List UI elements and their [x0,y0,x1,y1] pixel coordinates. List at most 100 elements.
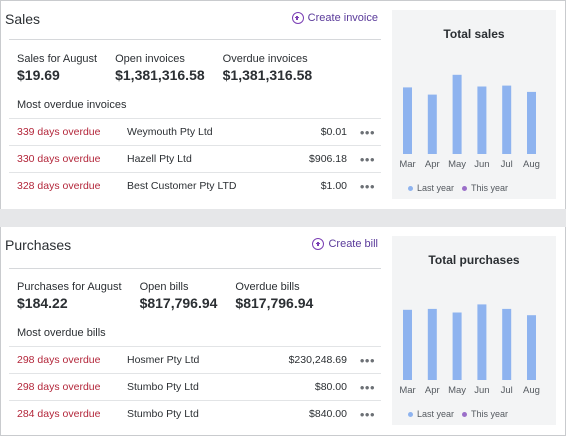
stat-label: Open bills [139,281,189,293]
table-row[interactable]: 284 days overdue Stumbo Pty Ltd $840.00 … [9,400,381,427]
total-sales-chart: Total sales Mar Apr May Jun Jul Aug Last year… [392,10,556,199]
purchases-title: Purchases [5,237,72,253]
bar-mar[interactable] [403,87,412,154]
most-overdue-bills-heading: Most overdue bills [17,327,106,339]
stat-value: $1,381,316.58 [222,67,313,83]
divider [9,39,381,40]
bar-aug[interactable] [527,91,536,154]
plus-circle-icon [312,238,325,250]
plus-circle-icon [291,12,304,24]
x-tick-label: May [448,385,466,396]
create-invoice-label: Create invoice [307,12,378,24]
contact-name[interactable]: Hazell Pty Ltd [127,153,192,165]
sales-stats: Sales for August $19.69 Open invoices $1… [17,53,330,83]
create-bill-label: Create bill [328,238,378,250]
more-options-icon[interactable]: ••• [359,352,375,368]
amount: $840.00 [309,408,347,420]
stat-open-bills[interactable]: Open bills $817,796.94 [140,281,218,311]
bar-may[interactable] [452,312,462,381]
bar-jun[interactable] [477,304,487,380]
more-options-icon[interactable]: ••• [359,406,375,422]
bar-apr[interactable] [427,308,437,380]
amount: $0.01 [320,126,347,138]
total-purchases-chart: Total purchases Mar Apr May Jun Jul Aug Last … [392,236,556,425]
more-options-icon[interactable]: ••• [359,124,375,140]
purchases-card: Purchases Create bill Purchases for Augu… [0,227,566,436]
stat-value: $817,796.94 [139,295,218,311]
legend-label: This year [471,183,509,193]
last-year-dot-icon [408,411,413,417]
contact-name[interactable]: Hosmer Pty Ltd [127,354,200,366]
create-invoice-button[interactable]: Create invoice [291,12,378,24]
stat-overdue-bills[interactable]: Overdue bills $817,796.94 [235,281,313,311]
this-year-dot-icon [462,411,468,417]
contact-name[interactable]: Stumbo Pty Ltd [127,381,199,393]
amount: $80.00 [314,381,347,393]
bar-jul[interactable] [502,308,512,380]
bar-jul[interactable] [502,85,512,154]
x-tick-label: Apr [425,385,440,396]
x-tick-label: Jun [474,385,489,396]
last-year-dot-icon [408,185,413,191]
bar-may[interactable] [452,74,462,154]
contact-name[interactable]: Stumbo Pty Ltd [127,408,199,420]
contact-name[interactable]: Best Customer Pty LTD [127,180,237,192]
this-year-dot-icon [462,185,468,191]
contact-name[interactable]: Weymouth Pty Ltd [127,126,213,138]
legend-item-last-year[interactable]: Last year [408,409,454,419]
x-tick-label: Apr [425,159,440,170]
amount: $230,248.69 [288,354,347,366]
stat-overdue-invoices[interactable]: Overdue invoices $1,381,316.58 [223,53,313,83]
bar-apr[interactable] [427,94,437,154]
x-tick-label: Aug [523,385,540,396]
overdue-days: 284 days overdue [17,408,101,420]
table-row[interactable]: 339 days overdue Weymouth Pty Ltd $0.01 … [9,118,381,145]
stat-label: Overdue invoices [222,53,308,65]
chart-legend: Last year This year [408,183,508,193]
create-bill-button[interactable]: Create bill [312,238,378,250]
stat-value: $817,796.94 [235,295,314,311]
x-tick-label: Jul [501,385,513,396]
purchases-stats: Purchases for August $184.22 Open bills … [17,281,331,311]
overdue-days: 339 days overdue [17,126,101,138]
bar-mar[interactable] [403,309,412,380]
legend-item-this-year[interactable]: This year [462,409,508,419]
table-row[interactable]: 330 days overdue Hazell Pty Ltd $906.18 … [9,145,381,172]
overdue-days: 330 days overdue [17,153,101,165]
amount: $906.18 [309,153,347,165]
stat-label: Purchases for August [17,281,122,293]
legend-item-last-year[interactable]: Last year [408,183,454,193]
stat-value: $1,381,316.58 [115,67,205,83]
legend-label: Last year [417,183,455,193]
more-options-icon[interactable]: ••• [359,151,375,167]
table-row[interactable]: 298 days overdue Stumbo Pty Ltd $80.00 •… [9,373,381,400]
bar-aug[interactable] [527,315,536,380]
total-purchases-chart-svg: Mar Apr May Jun Jul Aug [399,304,540,396]
chart-legend: Last year This year [408,409,508,419]
legend-label: Last year [417,409,455,419]
x-tick-label: Jun [474,159,489,170]
chart-title: Total sales [443,27,505,41]
x-tick-label: Aug [523,159,540,170]
bar-jun[interactable] [477,86,487,155]
legend-item-this-year[interactable]: This year [462,183,508,193]
stat-purchases-for-month[interactable]: Purchases for August $184.22 [17,281,122,311]
amount: $1.00 [320,180,347,192]
table-row[interactable]: 328 days overdue Best Customer Pty LTD $… [9,172,381,199]
stat-open-invoices[interactable]: Open invoices $1,381,316.58 [115,53,205,83]
x-tick-label: Jul [501,159,513,170]
overdue-days: 328 days overdue [17,180,101,192]
stat-label: Overdue bills [235,281,300,293]
overdue-bills-list: 298 days overdue Hosmer Pty Ltd $230,248… [9,346,381,427]
more-options-icon[interactable]: ••• [359,178,375,194]
table-row[interactable]: 298 days overdue Hosmer Pty Ltd $230,248… [9,346,381,373]
overdue-days: 298 days overdue [17,354,101,366]
most-overdue-invoices-heading: Most overdue invoices [17,99,127,111]
stat-sales-for-month[interactable]: Sales for August $19.69 [17,53,97,83]
stat-label: Sales for August [17,53,98,65]
overdue-days: 298 days overdue [17,381,101,393]
more-options-icon[interactable]: ••• [359,379,375,395]
stat-label: Open invoices [115,53,185,65]
legend-label: This year [471,409,509,419]
stat-value: $19.69 [17,67,60,83]
